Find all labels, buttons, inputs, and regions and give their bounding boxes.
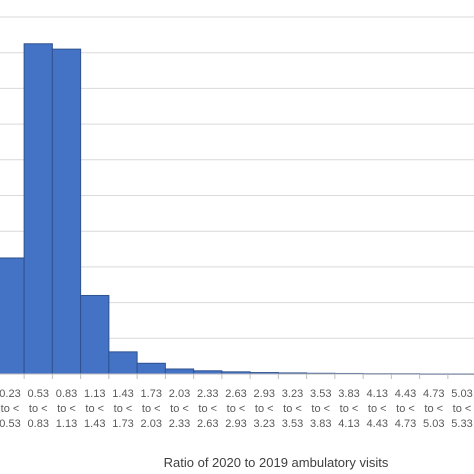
x-tick-label: 3.83: [338, 388, 359, 400]
x-tick-label: 1.13: [56, 418, 77, 430]
x-tick-label: 0.23: [0, 388, 21, 400]
x-tick-label: to <: [85, 403, 104, 415]
x-tick-label: 2.63: [225, 388, 246, 400]
x-tick-label: to <: [170, 403, 189, 415]
x-tick-label: to <: [424, 403, 443, 415]
x-tick-label: to <: [453, 403, 472, 415]
x-tick-label: 1.13: [84, 388, 105, 400]
x-tick-label: to <: [114, 403, 133, 415]
x-tick-label: 4.13: [367, 388, 388, 400]
histogram-bar: [108, 351, 138, 375]
x-tick-label: 2.33: [169, 418, 190, 430]
x-tick-label: to <: [340, 403, 359, 415]
x-tick-label: 5.03: [423, 418, 444, 430]
x-tick-label: 2.03: [141, 418, 162, 430]
x-tick-label: 4.43: [367, 418, 388, 430]
x-tick-label: 4.43: [395, 388, 416, 400]
x-tick-label: 2.63: [197, 418, 218, 430]
x-tick-label: to <: [255, 403, 274, 415]
histogram-bar: [51, 48, 82, 375]
x-tick-label: 5.33: [451, 418, 472, 430]
x-tick-label: 2.03: [169, 388, 190, 400]
x-tick-label: to <: [142, 403, 161, 415]
x-tick-label: to <: [283, 403, 302, 415]
x-tick-label: 0.53: [28, 388, 49, 400]
x-tick-label: 3.83: [310, 418, 331, 430]
histogram-bar: [136, 362, 166, 375]
x-tick-label: to <: [368, 403, 387, 415]
x-tick-label: 1.73: [141, 388, 162, 400]
bars: [0, 43, 474, 375]
x-tick-label: 1.43: [84, 418, 105, 430]
x-tick-label: to <: [57, 403, 76, 415]
x-tick-label: 0.83: [56, 388, 77, 400]
histogram-bar: [164, 368, 195, 375]
x-tick-label: to <: [311, 403, 330, 415]
x-axis-title: Ratio of 2020 to 2019 ambulatory visits: [164, 455, 389, 470]
x-axis: [0, 373, 474, 379]
x-tick-label: 3.53: [282, 418, 303, 430]
x-tick-label: 5.03: [451, 388, 472, 400]
x-tick-label: 4.13: [338, 418, 359, 430]
x-tick-label: 4.73: [423, 388, 444, 400]
x-tick-label: 2.33: [197, 388, 218, 400]
x-tick-label: 1.73: [112, 418, 133, 430]
histogram-bar: [0, 257, 25, 375]
x-tick-label: to <: [198, 403, 217, 415]
x-tick-label: to <: [396, 403, 415, 415]
x-tick-label: 1.43: [112, 388, 133, 400]
x-tick-label: 0.53: [0, 418, 21, 430]
x-tick-label: 3.53: [310, 388, 331, 400]
x-tick-label: 3.23: [282, 388, 303, 400]
x-tick-label: 3.23: [254, 418, 275, 430]
x-tick-label: to <: [1, 403, 20, 415]
x-tick-label: 4.73: [395, 418, 416, 430]
x-tick-label: 0.83: [28, 418, 49, 430]
x-tick-label: to <: [29, 403, 48, 415]
x-tick-labels: 0.23 to < 0.53 0.53 to < 0.83 0.83 to < 1.13 1.13…: [0, 388, 473, 430]
x-tick-label: 2.93: [225, 418, 246, 430]
x-tick-label: to <: [227, 403, 246, 415]
histogram-bar: [23, 43, 53, 375]
histogram-bar: [80, 294, 110, 375]
x-tick-label: 2.93: [254, 388, 275, 400]
